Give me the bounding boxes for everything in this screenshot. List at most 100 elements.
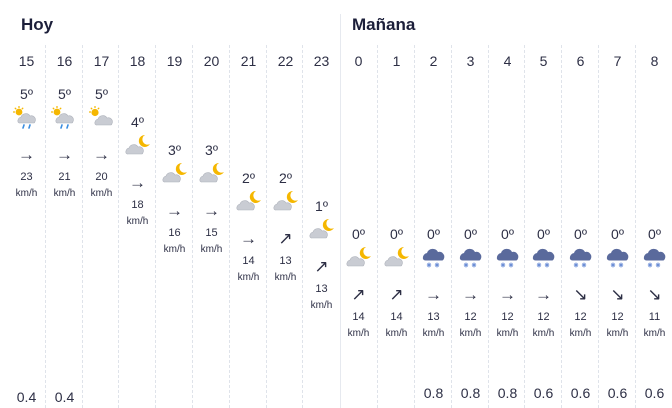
moon-cloud-icon [123,133,153,159]
wind-unit: km/h [606,328,629,339]
wind-direction-glyph: ↘ [573,285,588,304]
wind-direction-arrow: → [119,173,156,193]
moon-cloud-icon [307,217,337,243]
wind-direction-arrow: ↗ [340,285,377,305]
hour-label: 1 [392,53,401,69]
wind-direction-arrow: ↗ [267,229,304,249]
wind-direction-arrow: → [83,145,120,165]
hour-label: 15 [18,53,35,69]
wind-speed: 12 [464,311,477,323]
precipitation: 0.8 [497,385,518,401]
wind-direction-glyph: ↗ [314,257,329,276]
wind-unit: km/h [53,188,76,199]
precipitation: 0.6 [570,385,591,401]
wind-unit: km/h [15,188,38,199]
hour-label: 2 [429,53,438,69]
snow-cloud-icon [640,245,670,271]
temperature: 0º [352,226,365,242]
hour-cell: 3º → 15 km/h [193,142,230,257]
hour-column: 6 0º ↘ 12 km/h 0.6 [561,45,599,408]
hour-cell: 0º ↘ 11 km/h [636,226,672,341]
temperature: 3º [168,142,181,158]
wind-direction-glyph: → [93,145,110,164]
wind-unit: km/h [385,328,408,339]
hour-column: 20 3º → 15 km/h [192,45,230,408]
hour-column: 21 2º → 14 km/h [229,45,267,408]
hour-cell: 0º ↗ 14 km/h [378,226,415,341]
wind-speed: 12 [501,311,514,323]
day-title-today: Hoy [21,15,54,34]
hour-label: 16 [56,53,73,69]
hour-column: 1 0º ↗ 14 km/h [377,45,415,408]
day-title-tomorrow: Mañana [352,15,416,34]
wind-speed: 15 [205,227,218,239]
precipitation: 0.6 [644,385,665,401]
moon-cloud-icon [197,161,227,187]
hour-label: 18 [129,53,146,69]
hour-cell: 1º ↗ 13 km/h [303,198,340,313]
sun-cloud-icon [87,105,117,131]
wind-unit: km/h [569,328,592,339]
wind-direction-glyph: → [129,173,146,192]
wind-speed: 20 [95,171,108,183]
wind-unit: km/h [459,328,482,339]
wind-direction-glyph: ↗ [389,285,404,304]
temperature: 2º [242,170,255,186]
hour-column: 5 0º → 12 km/h 0.6 [524,45,562,408]
temperature: 0º [501,226,514,242]
temperature: 5º [58,86,71,102]
wind-speed: 12 [611,311,624,323]
wind-unit: km/h [200,244,223,255]
temperature: 0º [537,226,550,242]
wind-direction-arrow: ↘ [599,285,636,305]
wind-unit: km/h [274,272,297,283]
wind-speed: 18 [131,199,144,211]
temperature: 4º [131,114,144,130]
wind-direction-glyph: ↘ [610,285,625,304]
moon-cloud-icon [382,245,412,271]
temperature: 2º [279,170,292,186]
hour-cell: 2º → 14 km/h [230,170,267,285]
wind-direction-glyph: → [462,285,479,304]
precipitation: 0.4 [54,389,75,405]
hour-cell: 3º → 16 km/h [156,142,193,257]
wind-speed: 13 [427,311,440,323]
wind-direction-arrow: → [525,285,562,305]
temperature: 0º [574,226,587,242]
wind-direction-arrow: → [489,285,526,305]
hour-label: 21 [240,53,257,69]
moon-cloud-icon [344,245,374,271]
precipitation: 0.6 [607,385,628,401]
hour-label: 3 [466,53,475,69]
hour-column: 22 2º ↗ 13 km/h [266,45,304,408]
wind-speed: 13 [315,283,328,295]
wind-direction-glyph: → [499,285,516,304]
wind-direction-arrow: ↘ [562,285,599,305]
temperature: 0º [464,226,477,242]
hour-label: 5 [539,53,548,69]
hour-column: 16 5º → 21 km/h 0.4 [45,45,83,408]
temperature: 0º [390,226,403,242]
hour-cell: 5º → 21 km/h [46,86,83,201]
wind-unit: km/h [422,328,445,339]
wind-direction-glyph: → [18,145,35,164]
wind-speed: 12 [537,311,550,323]
wind-speed: 11 [648,311,661,323]
hour-column: 3 0º → 12 km/h 0.8 [451,45,489,408]
temperature: 5º [20,86,33,102]
precipitation: 0.6 [533,385,554,401]
wind-speed: 14 [352,311,365,323]
wind-direction-arrow: → [452,285,489,305]
wind-unit: km/h [532,328,555,339]
wind-unit: km/h [237,272,260,283]
wind-direction-arrow: → [46,145,83,165]
temperature: 5º [95,86,108,102]
wind-direction-arrow: → [8,145,45,165]
hour-label: 0 [354,53,363,69]
hour-column: 18 4º → 18 km/h [118,45,156,408]
moon-cloud-icon [234,189,264,215]
snow-cloud-icon [566,245,596,271]
wind-direction-arrow: → [193,201,230,221]
snow-cloud-icon [456,245,486,271]
wind-unit: km/h [163,244,186,255]
